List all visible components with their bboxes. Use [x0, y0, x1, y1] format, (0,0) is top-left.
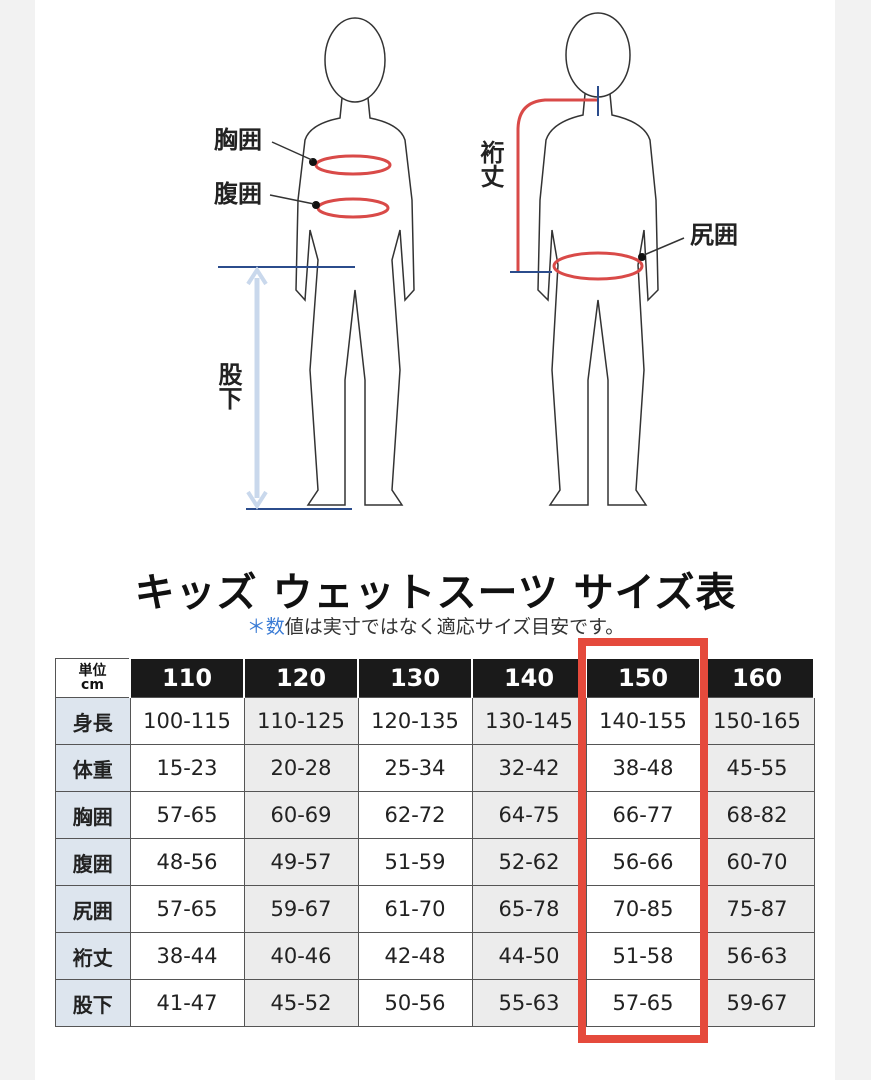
- table-row: 体重 15-23 20-28 25-34 32-42 38-48 45-55: [55, 744, 815, 792]
- column-header: 130: [357, 658, 473, 698]
- cell: 52-62: [471, 838, 587, 886]
- row-header: 裄丈: [55, 932, 131, 980]
- cell: 25-34: [357, 744, 473, 792]
- cell: 100-115: [129, 697, 245, 745]
- column-header: 110: [129, 658, 245, 698]
- header-row: 単位 cm 110 120 130 140 150 160: [55, 658, 815, 698]
- label-chest: 胸囲: [214, 126, 262, 154]
- cell: 15-23: [129, 744, 245, 792]
- cell: 59-67: [699, 979, 815, 1027]
- table-row: 尻囲 57-65 59-67 61-70 65-78 70-85 75-87: [55, 885, 815, 933]
- row-header: 胸囲: [55, 791, 131, 839]
- label-waist: 腹囲: [214, 180, 262, 208]
- cell: 45-55: [699, 744, 815, 792]
- cell: 45-52: [243, 979, 359, 1027]
- cell: 50-56: [357, 979, 473, 1027]
- table-row: 腹囲 48-56 49-57 51-59 52-62 56-66 60-70: [55, 838, 815, 886]
- column-header: 140: [471, 658, 587, 698]
- row-header: 体重: [55, 744, 131, 792]
- row-header: 股下: [55, 979, 131, 1027]
- cell: 57-65: [129, 791, 245, 839]
- cell: 75-87: [699, 885, 815, 933]
- row-header: 尻囲: [55, 885, 131, 933]
- cell: 48-56: [129, 838, 245, 886]
- table-row: 身長 100-115 110-125 120-135 130-145 140-155 150…: [55, 697, 815, 745]
- cell: 44-50: [471, 932, 587, 980]
- cell: 32-42: [471, 744, 587, 792]
- note: ＊数値は実寸ではなく適応サイズ目安です。: [246, 616, 625, 638]
- cell: 56-66: [585, 838, 701, 886]
- back-figure: 裄丈 尻囲: [476, 12, 738, 506]
- front-figure: 胸囲 腹囲 股下: [214, 17, 415, 510]
- cell: 64-75: [471, 791, 587, 839]
- cell: 38-44: [129, 932, 245, 980]
- cell: 66-77: [585, 791, 701, 839]
- cell: 56-63: [699, 932, 815, 980]
- cell: 59-67: [243, 885, 359, 933]
- cell: 42-48: [357, 932, 473, 980]
- cell: 110-125: [243, 697, 359, 745]
- cell: 68-82: [699, 791, 815, 839]
- cell: 49-57: [243, 838, 359, 886]
- cell: 51-58: [585, 932, 701, 980]
- cell: 55-63: [471, 979, 587, 1027]
- cell: 20-28: [243, 744, 359, 792]
- column-header: 150: [585, 658, 701, 698]
- label-sleeve: 裄丈: [476, 140, 505, 188]
- table-row: 裄丈 38-44 40-46 42-48 44-50 51-58 56-63: [55, 932, 815, 980]
- cell: 65-78: [471, 885, 587, 933]
- cell: 61-70: [357, 885, 473, 933]
- cell: 57-65: [585, 979, 701, 1027]
- cell: 40-46: [243, 932, 359, 980]
- row-header: 身長: [55, 697, 131, 745]
- label-inseam: 股下: [214, 362, 242, 410]
- column-header: 160: [699, 658, 815, 698]
- cell: 130-145: [471, 697, 587, 745]
- title: キッズ ウェットスーツ サイズ表: [134, 570, 737, 616]
- cell: 60-69: [243, 791, 359, 839]
- column-header: 120: [243, 658, 359, 698]
- corner-text: cm: [81, 677, 104, 693]
- cell: 41-47: [129, 979, 245, 1027]
- cell: 150-165: [699, 697, 815, 745]
- cell: 60-70: [699, 838, 815, 886]
- table-row: 股下 41-47 45-52 50-56 55-63 57-65 59-67: [55, 979, 815, 1027]
- row-header: 腹囲: [55, 838, 131, 886]
- cell: 70-85: [585, 885, 701, 933]
- label-hip: 尻囲: [690, 221, 738, 249]
- corner-text: 単位: [78, 663, 107, 679]
- cell: 62-72: [357, 791, 473, 839]
- cell: 38-48: [585, 744, 701, 792]
- cell: 51-59: [357, 838, 473, 886]
- size-table: 単位 cm 110 120 130 140 150 160 身長 100-115 110-125 12…: [55, 658, 815, 1027]
- corner-cell: 単位 cm: [55, 658, 131, 698]
- cell: 140-155: [585, 697, 701, 745]
- table-row: 胸囲 57-65 60-69 62-72 64-75 66-77 68-82: [55, 791, 815, 839]
- cell: 120-135: [357, 697, 473, 745]
- cell: 57-65: [129, 885, 245, 933]
- body-figures: 胸囲 腹囲 股下 裄丈 尻囲: [214, 12, 738, 510]
